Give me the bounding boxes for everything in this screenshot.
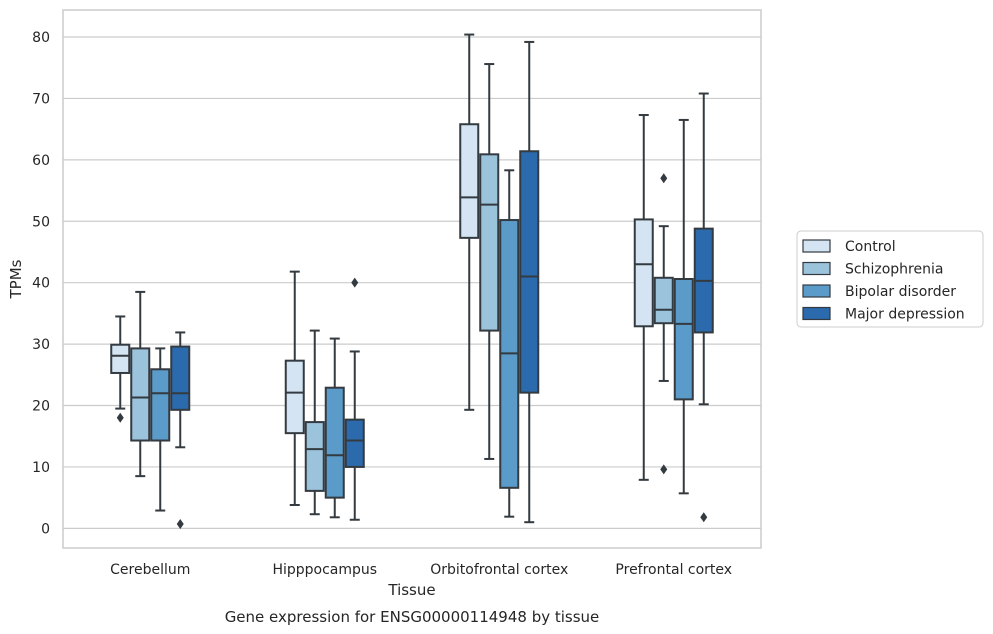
y-tick-label: 50 [32,214,50,230]
plot-frame [62,9,762,549]
legend: Control Schizophrenia Bipolar disorder Majo… [796,230,984,328]
box-iqr [130,347,151,442]
box-iqr [170,345,191,411]
box-iqr [150,368,171,442]
outlier-point [660,173,668,184]
x-tick-label: Orbitofrontal cortex [430,562,568,578]
y-tick-label: 30 [32,337,50,353]
box-series [110,33,714,530]
box-major-depression [693,92,714,523]
box-iqr [479,153,500,332]
x-tick-label: Hipppocampus [272,562,377,578]
outlier-point [176,519,184,530]
box-bipolar-disorder [150,347,171,512]
x-axis-label: Tissue [387,581,435,599]
box-bipolar-disorder [324,337,345,519]
y-tick-label: 70 [32,91,50,107]
box-control [459,33,480,411]
box-iqr [284,359,305,435]
legend-swatch [802,261,831,276]
y-tick-labels: 0 10 20 30 40 50 60 70 80 [32,30,50,537]
y-tick-label: 20 [32,399,50,415]
box-iqr [673,278,694,401]
y-tick-label: 0 [41,521,50,537]
box-schizophrenia [653,173,674,475]
box-iqr [459,123,480,239]
box-bipolar-disorder [673,118,694,495]
x-tick-label: Prefrontal cortex [615,562,732,578]
box-schizophrenia [304,329,325,516]
box-iqr [344,418,365,468]
box-iqr [110,343,131,374]
y-axis-label: TPMs [7,259,25,299]
outlier-point [660,464,668,475]
box-iqr [519,150,540,394]
box-major-depression [344,277,365,521]
outlier-point [116,412,124,423]
y-tick-label: 40 [32,276,50,292]
chart-caption: Gene expression for ENSG00000114948 by t… [225,608,600,626]
legend-entry: Bipolar disorder [845,284,956,300]
x-tick-labels: Cerebellum Hipppocampus Orbitofrontal cort… [110,562,732,578]
box-schizophrenia [479,63,500,460]
y-tick-label: 60 [32,153,50,169]
y-tick-label: 80 [32,30,50,46]
legend-frame [796,230,984,328]
y-tick-label: 10 [32,460,50,476]
legend-entry: Major depression [845,307,965,323]
box-iqr [324,386,345,499]
box-control [284,270,305,507]
legend-swatch [802,284,831,298]
legend-swatch [802,306,831,321]
box-schizophrenia [130,290,151,478]
box-iqr [633,218,654,328]
box-bipolar-disorder [499,169,520,518]
legend-entry: Schizophrenia [845,262,943,278]
box-iqr [304,421,325,492]
outlier-point [700,512,708,523]
x-tick-label: Cerebellum [110,562,190,578]
box-major-depression [519,40,540,524]
box-iqr [653,276,674,325]
legend-swatch [802,239,831,253]
legend-entry: Control [845,239,896,255]
outlier-point [351,277,359,288]
box-major-depression [170,331,191,530]
box-control [633,114,654,481]
box-control [110,315,131,423]
